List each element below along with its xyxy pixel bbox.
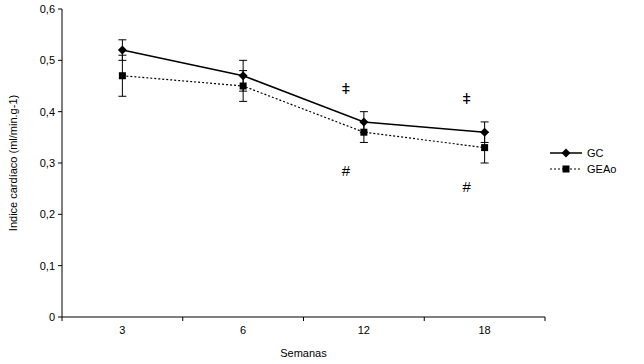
legend-label: GEAo xyxy=(587,163,616,175)
plot-area xyxy=(118,40,489,163)
annotation: ǂ xyxy=(341,80,350,97)
y-tick xyxy=(58,317,62,318)
y-tick-label: 0,3 xyxy=(40,157,55,169)
x-tick-label: 3 xyxy=(119,324,125,336)
y-tick-label: 0,1 xyxy=(40,260,55,272)
series xyxy=(118,40,489,143)
error-bar-cap xyxy=(239,101,247,102)
x-tick xyxy=(62,317,63,321)
legend-marker xyxy=(563,166,570,173)
y-tick-label: 0,6 xyxy=(40,3,55,15)
y-tick xyxy=(58,111,62,112)
x-tick xyxy=(182,317,183,321)
marker xyxy=(360,129,367,136)
x-tick xyxy=(424,317,425,321)
y-axis-label: Indice cardíaco (ml/min.g-1) xyxy=(7,95,19,231)
y-tick xyxy=(58,214,62,215)
legend-marker xyxy=(562,149,571,158)
y-tick xyxy=(58,9,62,10)
legend: GC GEAo xyxy=(550,147,616,175)
y-tick xyxy=(58,265,62,266)
marker xyxy=(118,46,127,55)
legend-label: GC xyxy=(587,147,604,159)
error-bar-cap xyxy=(481,132,489,133)
series-line xyxy=(122,76,484,148)
y-tick-label: 0,2 xyxy=(40,208,55,220)
error-bar-cap xyxy=(239,60,247,61)
x-tick xyxy=(303,317,304,321)
error-bar-cap xyxy=(481,163,489,164)
x-tick-label: 12 xyxy=(358,324,370,336)
error-bar xyxy=(239,71,247,102)
marker xyxy=(481,144,488,151)
error-bar xyxy=(118,55,126,96)
y-tick-label: 0 xyxy=(49,311,55,323)
x-tick xyxy=(545,317,546,321)
error-bar-cap xyxy=(360,111,368,112)
x-axis-label: Semanas xyxy=(280,347,327,359)
series-line xyxy=(122,50,484,132)
error-bar-cap xyxy=(118,39,126,40)
annotation: ǂ xyxy=(462,90,471,107)
error-bar-cap xyxy=(481,121,489,122)
error-bar-cap xyxy=(360,121,368,122)
error-bar-cap xyxy=(360,142,368,143)
y-tick xyxy=(58,60,62,61)
y-tick-label: 0,4 xyxy=(40,106,55,118)
error-bar-cap xyxy=(118,55,126,56)
marker xyxy=(240,83,247,90)
error-bar-cap xyxy=(239,70,247,71)
y-tick-label: 0,5 xyxy=(40,54,55,66)
series xyxy=(118,55,488,163)
x-tick-label: 6 xyxy=(240,324,246,336)
error-bar xyxy=(481,132,489,163)
x-tick-label: 18 xyxy=(479,324,491,336)
annotation: # xyxy=(342,162,351,179)
annotation: # xyxy=(462,178,471,195)
chart: 0 0,1 0,2 0,3 0,4 0,5 0,6 3 6 12 18 Semanas Indice c… xyxy=(0,0,644,364)
error-bar xyxy=(360,122,368,143)
y-tick xyxy=(58,163,62,164)
marker xyxy=(119,72,126,79)
error-bar-cap xyxy=(118,96,126,97)
